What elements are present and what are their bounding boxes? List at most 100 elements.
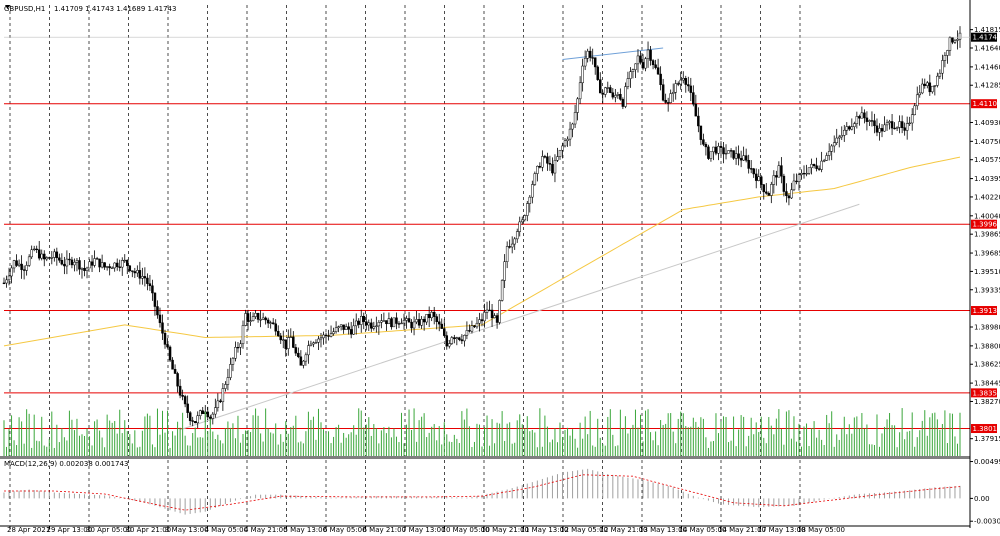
level-price-label-0: 1.41109 <box>973 100 1000 108</box>
time-tick-label-13: 11 May 13:00 <box>521 526 569 534</box>
candle-body <box>402 320 406 324</box>
candle-body <box>45 257 49 260</box>
candle-body <box>151 285 154 294</box>
candle-body <box>156 306 159 316</box>
candle-body <box>541 156 544 168</box>
candle-body <box>800 172 803 175</box>
candle-body <box>405 318 408 321</box>
candle-body <box>48 257 51 259</box>
trendlines[interactable] <box>179 47 860 431</box>
candle-body <box>578 82 582 100</box>
candle-body <box>279 335 282 341</box>
time-tick-label-15: 12 May 21:00 <box>600 526 648 534</box>
candle-body <box>50 257 54 259</box>
candle-body <box>513 238 516 245</box>
candle-body <box>211 413 215 419</box>
candle-body <box>817 168 821 170</box>
price-tick-label-0: 1.41815 <box>974 26 1000 34</box>
candle-body <box>430 311 433 319</box>
candle-body <box>75 260 79 263</box>
candle-body <box>933 85 937 87</box>
price-tick-label-13: 1.39685 <box>974 250 1000 258</box>
candle-body <box>302 360 305 366</box>
candle-body <box>687 84 690 87</box>
candle-body <box>921 83 924 94</box>
candle-body <box>329 333 333 337</box>
candle-body <box>767 193 771 196</box>
level-price-label-4: 1.38012 <box>973 425 1000 433</box>
candle-body <box>397 323 401 325</box>
candle-body <box>636 55 640 65</box>
candle-body <box>158 314 162 324</box>
candle-body <box>171 359 174 370</box>
candle-body <box>488 309 491 312</box>
candle-body <box>546 156 549 164</box>
time-tick-label-3: 30 Apr 21:00 <box>126 526 172 534</box>
candle-body <box>284 339 288 349</box>
candle-body <box>166 344 169 348</box>
candle-body <box>377 322 381 327</box>
price-tick-label-2: 1.41460 <box>974 63 1000 71</box>
candle-body <box>118 266 121 268</box>
candle-body <box>236 346 240 349</box>
candle-body <box>938 72 942 77</box>
candle-body <box>498 300 501 323</box>
collapse-triangle-icon[interactable] <box>5 5 10 9</box>
candle-body <box>309 343 313 346</box>
time-tick-label-6: 4 May 21:00 <box>244 526 288 534</box>
candle-body <box>193 421 197 424</box>
horizontal-levels[interactable]: 1.41109 1.39960 1.39137 1.38352 1.38012 <box>4 99 1000 434</box>
candle-body <box>870 120 874 122</box>
candle-body <box>30 249 33 258</box>
candle-body <box>722 147 725 155</box>
candle-body <box>641 62 645 69</box>
candle-body <box>349 329 353 335</box>
candle-body <box>493 315 496 319</box>
candle-body <box>931 85 934 93</box>
candle-body <box>558 149 562 157</box>
candle-body <box>820 160 823 170</box>
candle-body <box>571 123 574 130</box>
candle-body <box>762 184 766 193</box>
candle-body <box>923 83 927 86</box>
candle-body <box>10 267 13 277</box>
candle-body <box>365 321 368 326</box>
candle-body <box>468 330 471 332</box>
candle-body <box>183 396 187 405</box>
candle-body <box>566 138 569 142</box>
trendline-0[interactable] <box>179 203 860 431</box>
time-tick-label-8: 6 May 05:00 <box>323 526 367 534</box>
candle-body <box>95 258 99 260</box>
candle-body <box>908 122 911 125</box>
candle-body <box>505 246 509 262</box>
candle-body <box>827 151 831 156</box>
candle-body <box>251 316 255 321</box>
candle-body <box>282 339 285 341</box>
candle-body <box>880 128 884 132</box>
candle-body <box>732 150 735 159</box>
time-tick-label-20: 18 May 05:00 <box>797 526 845 534</box>
candle-body <box>666 102 670 104</box>
candle-body <box>359 315 363 325</box>
candles <box>2 26 962 429</box>
candle-body <box>853 123 856 128</box>
candle-body <box>261 317 265 320</box>
candle-body <box>198 410 202 416</box>
candle-body <box>88 261 91 269</box>
candle-body <box>780 165 783 177</box>
candle-body <box>186 403 189 413</box>
candle-body <box>370 322 373 329</box>
candle-body <box>948 37 952 51</box>
candle-body <box>651 60 655 66</box>
candle-body <box>322 334 325 339</box>
candle-body <box>825 155 828 161</box>
candle-body <box>752 168 755 175</box>
candle-body <box>946 50 949 56</box>
trendline-1[interactable] <box>562 47 664 61</box>
candle-body <box>480 319 484 322</box>
candle-body <box>70 259 74 266</box>
candle-body <box>126 259 129 267</box>
candle-body <box>382 320 386 322</box>
candle-body <box>855 116 859 124</box>
candle-body <box>689 85 693 93</box>
